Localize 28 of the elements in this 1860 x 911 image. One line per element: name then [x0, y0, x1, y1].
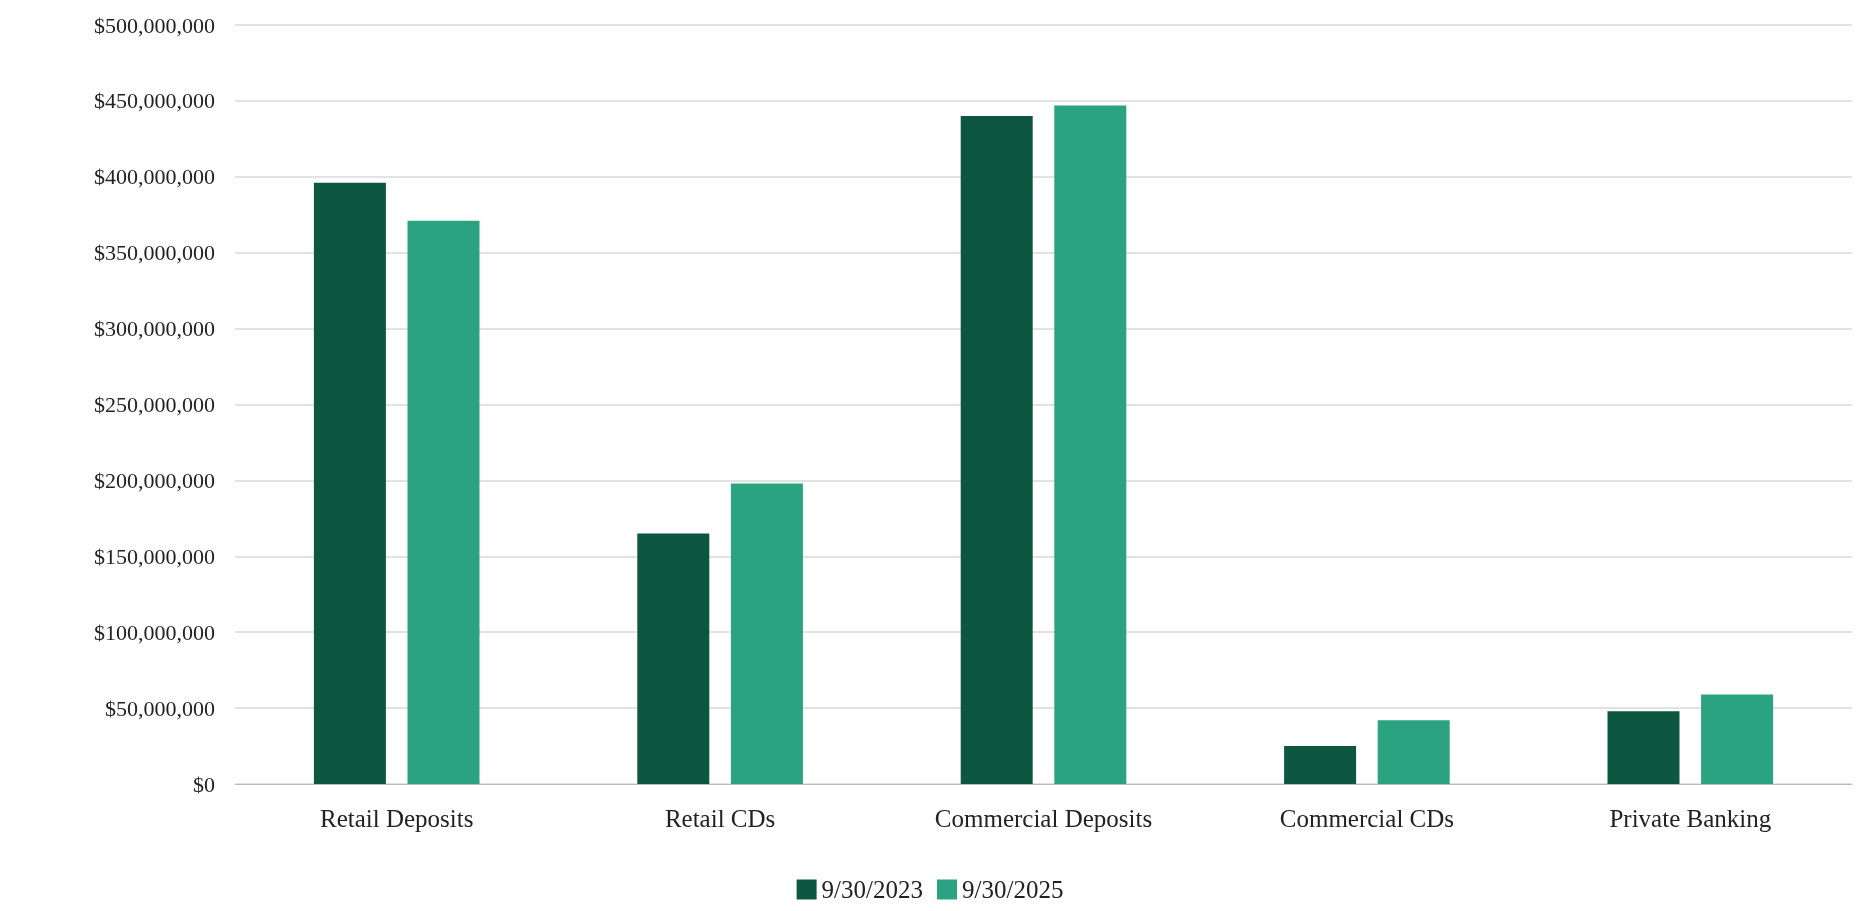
y-tick-label: $450,000,000 — [94, 88, 215, 114]
bar — [960, 116, 1033, 784]
y-tick-label: $350,000,000 — [94, 240, 215, 266]
y-tick-label: $300,000,000 — [94, 316, 215, 342]
y-tick-label: $200,000,000 — [94, 467, 215, 493]
bar — [313, 182, 386, 784]
bar — [1701, 694, 1774, 784]
bar — [1284, 746, 1357, 784]
bar — [637, 533, 710, 784]
bar — [1607, 711, 1680, 784]
legend-label: 9/30/2025 — [962, 876, 1064, 903]
bar — [730, 483, 803, 784]
x-tick-label: Private Banking — [1609, 805, 1772, 832]
x-tick-label: Retail Deposits — [319, 805, 474, 832]
y-tick-label: $500,000,000 — [94, 12, 215, 38]
x-tick-label: Retail CDs — [664, 805, 776, 832]
y-tick-label: $150,000,000 — [94, 543, 215, 569]
y-tick-label: $0 — [193, 771, 215, 797]
y-tick-label: $400,000,000 — [94, 164, 215, 190]
y-tick-label: $50,000,000 — [105, 695, 215, 721]
x-tick-label: Commercial CDs — [1279, 805, 1455, 832]
legend-label: 9/30/2023 — [821, 876, 924, 903]
y-tick-label: $100,000,000 — [94, 619, 215, 645]
bar — [407, 220, 480, 784]
bar — [1054, 105, 1127, 784]
x-tick-label: Commercial Deposits — [934, 805, 1153, 832]
bar — [1377, 720, 1450, 784]
y-tick-label: $250,000,000 — [94, 392, 215, 417]
